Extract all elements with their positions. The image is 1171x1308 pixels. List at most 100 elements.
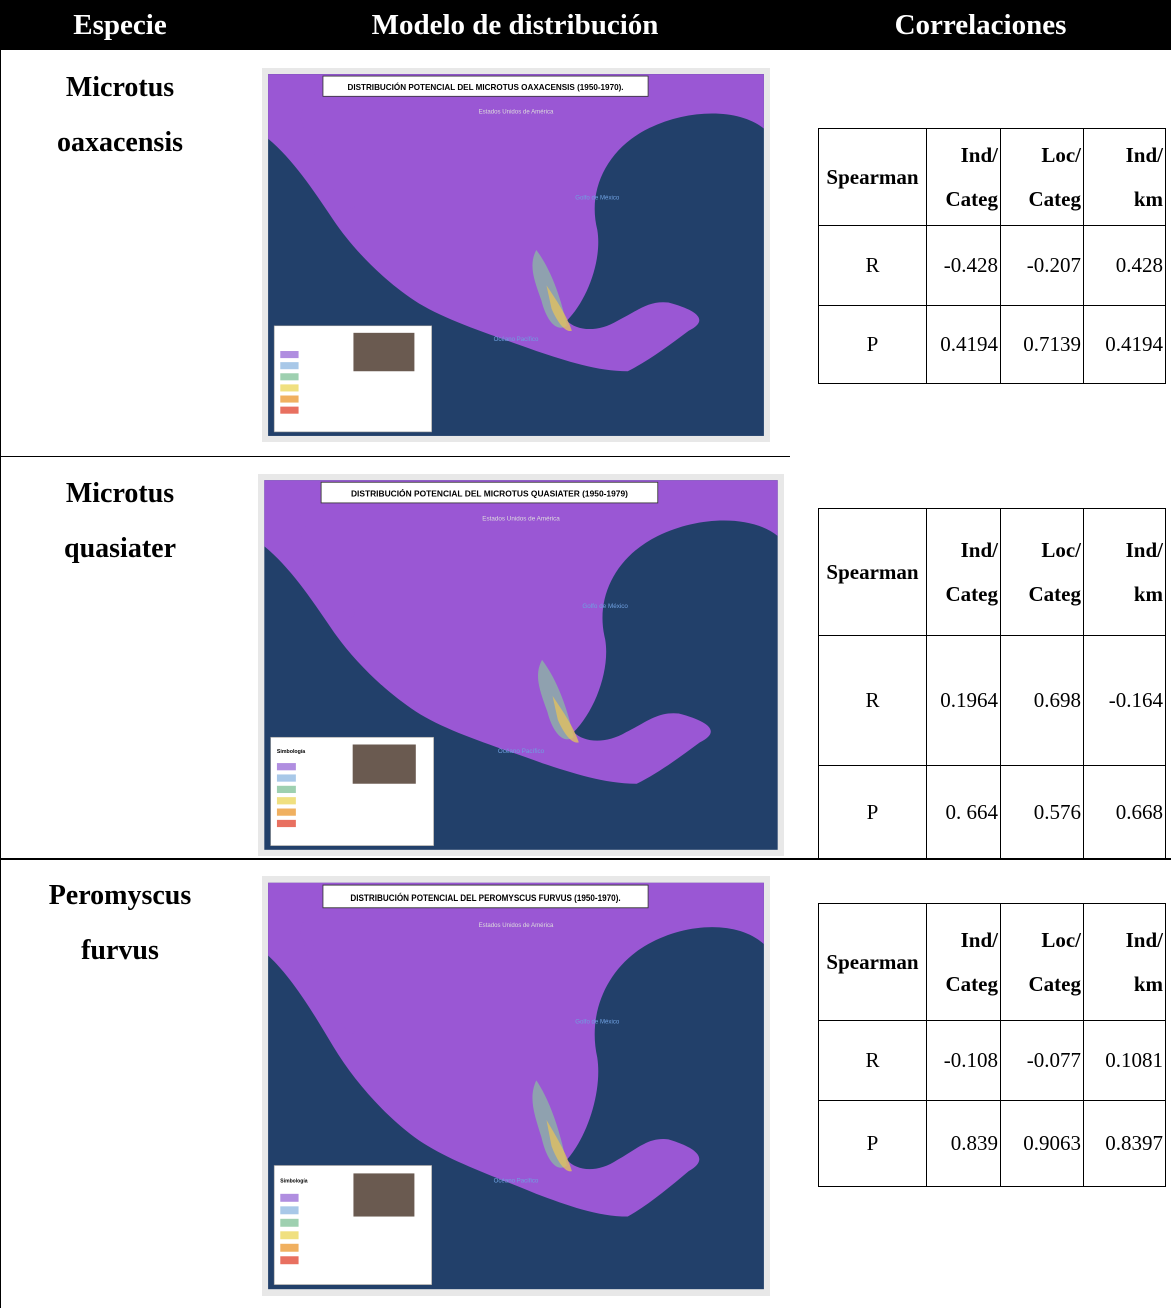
header-line: Loc/ xyxy=(1003,918,1081,962)
map-label: Océano Pacífico xyxy=(498,748,545,755)
species-name: Microtusquasiater xyxy=(0,466,240,576)
species-line: quasiater xyxy=(0,521,240,576)
table-header-cell: Ind/km xyxy=(1084,509,1166,636)
table-cell: 0.1081 xyxy=(1084,1021,1166,1101)
table-header-cell: Ind/Categ xyxy=(927,904,1001,1021)
distribution-map: DISTRIBUCIÓN POTENCIAL DEL MICROTUS OAXA… xyxy=(262,68,770,442)
table-header-cell: Spearman xyxy=(819,129,927,226)
table-cell: -0.428 xyxy=(927,226,1001,306)
table-cell: -0.077 xyxy=(1001,1021,1084,1101)
table-cell: 0.668 xyxy=(1084,766,1166,859)
legend-swatch xyxy=(277,809,296,816)
map-label: Golfo de México xyxy=(575,194,620,201)
header-line: km xyxy=(1086,962,1163,1006)
header-line: Categ xyxy=(1003,962,1081,1006)
header-line: Categ xyxy=(929,572,998,616)
species-line: Peromyscus xyxy=(0,868,240,923)
header-line: km xyxy=(1086,572,1163,616)
table-cell: R xyxy=(819,636,927,766)
table-cell: P xyxy=(819,306,927,384)
table-header-cell: Ind/km xyxy=(1084,904,1166,1021)
header-line: Ind/ xyxy=(1086,528,1163,572)
legend-swatch xyxy=(280,384,298,391)
legend-swatch xyxy=(280,1244,298,1252)
legend-swatch xyxy=(280,362,298,369)
header-line: Ind/ xyxy=(929,528,998,572)
legend-swatch xyxy=(280,1194,298,1202)
legend-swatch xyxy=(277,763,296,770)
legend-swatch xyxy=(280,396,298,403)
table-row: R-0.428-0.2070.428 xyxy=(819,226,1166,306)
legend-swatch xyxy=(277,774,296,781)
legend-title: Simbología xyxy=(280,1178,308,1184)
header-line: Categ xyxy=(1003,177,1081,221)
legend-swatch xyxy=(280,1219,298,1227)
row-rule xyxy=(0,456,790,457)
table-cell: 0.1964 xyxy=(927,636,1001,766)
table-header-cell: Loc/Categ xyxy=(1001,904,1084,1021)
legend-swatch xyxy=(280,1231,298,1239)
legend-swatch xyxy=(280,373,298,380)
table-row: P0.8390.90630.8397 xyxy=(819,1101,1166,1187)
header-line: Ind/ xyxy=(1086,133,1163,177)
header-line: Loc/ xyxy=(1003,133,1081,177)
table-cell: 0.8397 xyxy=(1084,1101,1166,1187)
map-title: DISTRIBUCIÓN POTENCIAL DEL PEROMYSCUS FU… xyxy=(350,891,620,903)
table-cell: 0.4194 xyxy=(927,306,1001,384)
header-line: km xyxy=(1086,177,1163,221)
table-cell: 0. 664 xyxy=(927,766,1001,859)
table-header-cell: Loc/Categ xyxy=(1001,509,1084,636)
legend-title: Simbología xyxy=(277,749,305,755)
legend-swatch xyxy=(277,797,296,804)
header-line: Categ xyxy=(929,962,998,1006)
legend-photo xyxy=(353,744,416,783)
table-row: SpearmanInd/CategLoc/CategInd/km xyxy=(819,904,1166,1021)
legend-swatch xyxy=(277,786,296,793)
header-bar: Especie Modelo de distribución Correlaci… xyxy=(0,0,1171,50)
table-header-cell: Spearman xyxy=(819,509,927,636)
map-label: Golfo de México xyxy=(582,603,628,610)
species-line: Microtus xyxy=(0,60,240,115)
table-cell: 0.9063 xyxy=(1001,1101,1084,1187)
map-label: Océano Pacífico xyxy=(494,1177,539,1184)
map-label: Estados Unidos de América xyxy=(482,516,560,523)
map-label: Estados Unidos de América xyxy=(479,922,554,929)
species-line: furvus xyxy=(0,923,240,978)
legend-photo xyxy=(353,333,414,371)
table-cell: -0.207 xyxy=(1001,226,1084,306)
map-title: DISTRIBUCIÓN POTENCIAL DEL MICROTUS OAXA… xyxy=(347,83,623,92)
correlation-table: SpearmanInd/CategLoc/CategInd/kmR-0.108-… xyxy=(818,903,1166,1187)
legend-swatch xyxy=(280,1256,298,1264)
species-name: Peromyscusfurvus xyxy=(0,868,240,978)
table-cell: R xyxy=(819,226,927,306)
species-line: oaxacensis xyxy=(0,115,240,170)
map-label: Estados Unidos de América xyxy=(479,108,554,115)
header-line: Ind/ xyxy=(929,133,998,177)
legend-photo xyxy=(353,1173,414,1216)
map-title: DISTRIBUCIÓN POTENCIAL DEL MICROTUS QUAS… xyxy=(351,488,628,499)
table-cell: 0.839 xyxy=(927,1101,1001,1187)
table-header-cell: Ind/km xyxy=(1084,129,1166,226)
legend-swatch xyxy=(280,351,298,358)
page: Especie Modelo de distribución Correlaci… xyxy=(0,0,1171,1308)
table-header-cell: Ind/Categ xyxy=(927,129,1001,226)
table-header-cell: Loc/Categ xyxy=(1001,129,1084,226)
table-cell: P xyxy=(819,766,927,859)
table-cell: -0.164 xyxy=(1084,636,1166,766)
table-cell: 0.7139 xyxy=(1001,306,1084,384)
header-line: Categ xyxy=(929,177,998,221)
map-label: Océano Pacífico xyxy=(494,336,539,343)
map-label: Golfo de México xyxy=(575,1018,619,1025)
column-header: Especie xyxy=(0,0,240,50)
legend-swatch xyxy=(280,407,298,414)
legend-swatch xyxy=(280,1206,298,1214)
table-cell: R xyxy=(819,1021,927,1101)
table-cell: 0.428 xyxy=(1084,226,1166,306)
